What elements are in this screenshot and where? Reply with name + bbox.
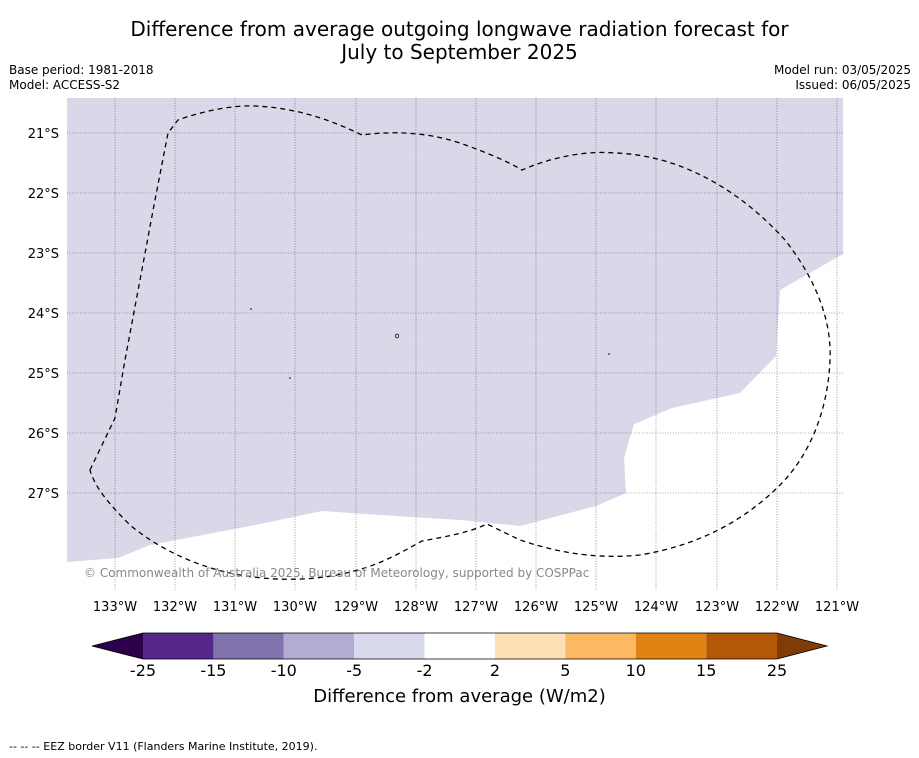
lat-label: 25°S (28, 367, 59, 382)
model-run: Model run: 03/05/2025 (773, 63, 911, 77)
colorbar-segment (635, 633, 707, 659)
meta-left: Base period: 1981-2018 Model: ACCESS-S2 (9, 63, 154, 93)
colorbar-segment (565, 633, 636, 659)
grid-lines (67, 98, 843, 590)
colorbar-tick-label: 5 (560, 661, 570, 680)
colorbar-segment (706, 633, 777, 659)
lon-label: 122°W (755, 600, 799, 615)
colorbar-tick-label: -15 (200, 661, 226, 680)
copyright-text: © Commonwealth of Australia 2025, Bureau… (84, 566, 589, 580)
lon-label: 133°W (93, 600, 137, 615)
eez-legend: -- -- -- EEZ border V11 (Flanders Marine… (9, 740, 318, 753)
colorbar-tick-label: 15 (696, 661, 716, 680)
colorbar-tick-label: 2 (490, 661, 500, 680)
lon-label: 129°W (334, 600, 378, 615)
colorbar-segment (213, 633, 284, 659)
title-line-1: Difference from average outgoing longwav… (130, 17, 789, 41)
colorbar-tick-label: 10 (626, 661, 646, 680)
lon-label: 131°W (213, 600, 257, 615)
lon-label: 132°W (153, 600, 197, 615)
lat-label: 26°S (28, 427, 59, 442)
colorbar-segment (424, 633, 495, 659)
lon-label: 126°W (514, 600, 558, 615)
colorbar-segment (143, 633, 214, 659)
colorbar-segment (495, 633, 566, 659)
lat-label: 21°S (28, 127, 59, 142)
colorbar-segment (354, 633, 425, 659)
map-title: Difference from average outgoing longwav… (0, 18, 919, 64)
colorbar-over-triangle (777, 633, 827, 659)
colorbar-under-triangle (92, 633, 143, 659)
colorbar-tick-label: 25 (767, 661, 787, 680)
meta-right: Model run: 03/05/2025 Issued: 06/05/2025 (774, 63, 911, 93)
lat-label: 27°S (28, 487, 59, 502)
lon-label: 127°W (454, 600, 498, 615)
lon-label: 121°W (815, 600, 859, 615)
colorbar-tick-label: -2 (417, 661, 433, 680)
lat-label: 22°S (28, 187, 59, 202)
lon-label: 124°W (634, 600, 678, 615)
colorbar-tick-label: -10 (271, 661, 297, 680)
colorbar-title: Difference from average (W/m2) (313, 686, 606, 707)
island-marker (608, 353, 610, 355)
colorbar-tick-label: -5 (346, 661, 362, 680)
colorbar-segment (283, 633, 355, 659)
lon-label: 128°W (394, 600, 438, 615)
colorbar: -25 -15 -10 -5 -2 2 5 10 15 25 (91, 632, 829, 680)
lat-label: 24°S (28, 307, 59, 322)
colorbar-tick-label: -25 (130, 661, 156, 680)
lat-label: 23°S (28, 247, 59, 262)
eez-border (89, 105, 831, 580)
issued-date: Issued: 06/05/2025 (795, 78, 911, 92)
island-marker (250, 308, 252, 310)
colorbar-outline (91, 632, 829, 660)
base-period: Base period: 1981-2018 (9, 63, 154, 77)
island-marker (394, 333, 399, 339)
lon-label: 130°W (273, 600, 317, 615)
title-line-2: July to September 2025 (341, 40, 578, 64)
lon-label: 123°W (695, 600, 739, 615)
island-marker (289, 377, 291, 379)
lon-label: 125°W (574, 600, 618, 615)
model-name: Model: ACCESS-S2 (9, 78, 121, 92)
anomaly-region (67, 98, 843, 562)
